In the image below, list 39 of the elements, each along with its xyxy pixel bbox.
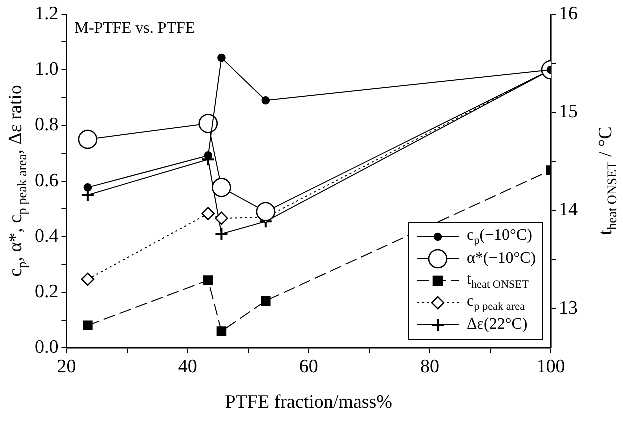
point bbox=[204, 276, 214, 286]
point bbox=[216, 326, 227, 336]
y-tick-label: 0.2 bbox=[35, 282, 59, 303]
x-tick-label: 100 bbox=[536, 356, 566, 378]
point bbox=[84, 184, 92, 192]
point bbox=[215, 212, 228, 226]
chart-title: M-PTFE vs. PTFE bbox=[74, 20, 196, 38]
y2-tick-label: 13 bbox=[559, 298, 578, 319]
x-axis-title: PTFE fraction/mass% bbox=[225, 392, 393, 414]
x-tick-label: 20 bbox=[57, 356, 76, 378]
point bbox=[261, 296, 271, 306]
y2-tick-label: 14 bbox=[559, 200, 578, 221]
y-tick-label: 1.0 bbox=[35, 59, 59, 80]
y-tick-label: 0.0 bbox=[35, 337, 59, 358]
legend-label: Δε(22°C) bbox=[467, 316, 528, 334]
point bbox=[202, 207, 216, 220]
x-tick-label: 80 bbox=[420, 356, 440, 378]
legend-label: c$_{p}$(−10°C) bbox=[467, 227, 532, 248]
x-tick-label: 60 bbox=[299, 356, 318, 378]
x-tick-label: 40 bbox=[178, 356, 198, 378]
point bbox=[256, 202, 276, 222]
point bbox=[262, 96, 270, 105]
y-tick-label: 0.8 bbox=[35, 114, 59, 136]
y2-tick-label: 16 bbox=[559, 3, 578, 24]
point bbox=[83, 320, 93, 331]
point bbox=[78, 130, 98, 150]
point bbox=[198, 114, 218, 134]
y-tick-label: 1.2 bbox=[35, 3, 59, 24]
point bbox=[212, 178, 232, 198]
point bbox=[214, 227, 229, 242]
legend-label: t$_{heat ONSET}$ bbox=[467, 271, 529, 292]
y-tick-label: 0.4 bbox=[35, 226, 60, 247]
y-tick-label: 0.6 bbox=[35, 170, 59, 192]
point bbox=[81, 272, 95, 286]
legend-label: c$_{p peak area}$ bbox=[467, 293, 526, 314]
y2-tick-label: 15 bbox=[559, 102, 578, 123]
point bbox=[204, 152, 213, 160]
point bbox=[218, 54, 226, 62]
legend-label: α*(−10°C) bbox=[467, 250, 536, 268]
